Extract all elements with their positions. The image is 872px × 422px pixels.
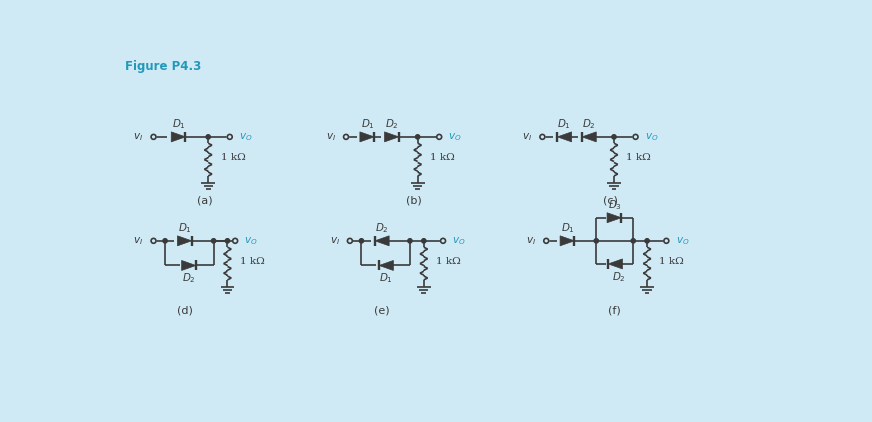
Circle shape bbox=[422, 239, 426, 243]
Circle shape bbox=[211, 239, 215, 243]
Polygon shape bbox=[385, 132, 399, 142]
Polygon shape bbox=[360, 132, 374, 142]
Circle shape bbox=[664, 238, 669, 243]
Circle shape bbox=[233, 238, 237, 243]
Text: $v_I$: $v_I$ bbox=[526, 235, 536, 247]
Text: $D_3$: $D_3$ bbox=[608, 198, 622, 211]
Text: $D_2$: $D_2$ bbox=[182, 272, 196, 285]
Text: $v_I$: $v_I$ bbox=[133, 131, 144, 143]
Text: $v_O$: $v_O$ bbox=[676, 235, 689, 247]
Text: (d): (d) bbox=[177, 305, 193, 315]
Text: $v_I$: $v_I$ bbox=[133, 235, 144, 247]
Text: $D_2$: $D_2$ bbox=[385, 117, 399, 131]
Text: $D_1$: $D_1$ bbox=[178, 221, 192, 235]
Text: 1 kΩ: 1 kΩ bbox=[240, 257, 264, 266]
Text: 1 kΩ: 1 kΩ bbox=[659, 257, 685, 266]
Text: $v_O$: $v_O$ bbox=[453, 235, 466, 247]
Text: $D_2$: $D_2$ bbox=[611, 270, 625, 284]
Circle shape bbox=[437, 135, 441, 139]
Circle shape bbox=[151, 238, 156, 243]
Text: (a): (a) bbox=[196, 195, 212, 205]
Text: (c): (c) bbox=[603, 195, 617, 205]
Text: $D_2$: $D_2$ bbox=[375, 221, 388, 235]
Polygon shape bbox=[582, 132, 596, 142]
Circle shape bbox=[540, 135, 545, 139]
Text: 1 kΩ: 1 kΩ bbox=[436, 257, 461, 266]
Circle shape bbox=[544, 238, 548, 243]
Text: 1 kΩ: 1 kΩ bbox=[221, 153, 245, 162]
Circle shape bbox=[206, 135, 210, 139]
Polygon shape bbox=[560, 236, 575, 246]
Polygon shape bbox=[607, 213, 622, 223]
Circle shape bbox=[359, 239, 364, 243]
Circle shape bbox=[225, 239, 229, 243]
Text: $v_O$: $v_O$ bbox=[448, 131, 462, 143]
Polygon shape bbox=[608, 259, 623, 269]
Text: (e): (e) bbox=[373, 305, 389, 315]
Circle shape bbox=[631, 239, 636, 243]
Text: $v_O$: $v_O$ bbox=[244, 235, 258, 247]
Text: $D_1$: $D_1$ bbox=[378, 272, 392, 285]
Polygon shape bbox=[375, 236, 389, 246]
Circle shape bbox=[163, 239, 167, 243]
Text: $v_I$: $v_I$ bbox=[522, 131, 533, 143]
Text: $D_1$: $D_1$ bbox=[361, 117, 375, 131]
Circle shape bbox=[151, 135, 156, 139]
Polygon shape bbox=[557, 132, 572, 142]
Text: (b): (b) bbox=[405, 195, 422, 205]
Circle shape bbox=[415, 135, 419, 139]
Circle shape bbox=[633, 135, 638, 139]
Circle shape bbox=[408, 239, 412, 243]
Text: $D_1$: $D_1$ bbox=[557, 117, 571, 131]
Circle shape bbox=[344, 135, 349, 139]
Circle shape bbox=[347, 238, 352, 243]
Text: 1 kΩ: 1 kΩ bbox=[430, 153, 454, 162]
Text: $D_1$: $D_1$ bbox=[561, 221, 575, 235]
Text: $v_I$: $v_I$ bbox=[326, 131, 336, 143]
Text: Figure P4.3: Figure P4.3 bbox=[125, 60, 201, 73]
Polygon shape bbox=[171, 132, 186, 142]
Text: 1 kΩ: 1 kΩ bbox=[626, 153, 651, 162]
Polygon shape bbox=[177, 236, 192, 246]
Polygon shape bbox=[379, 260, 393, 271]
Circle shape bbox=[612, 135, 617, 139]
Polygon shape bbox=[181, 260, 196, 271]
Text: $v_O$: $v_O$ bbox=[239, 131, 253, 143]
Circle shape bbox=[645, 239, 650, 243]
Text: $v_O$: $v_O$ bbox=[644, 131, 658, 143]
Text: $v_I$: $v_I$ bbox=[330, 235, 340, 247]
Circle shape bbox=[440, 238, 446, 243]
Circle shape bbox=[594, 239, 598, 243]
Text: $D_1$: $D_1$ bbox=[172, 117, 186, 131]
Text: $D_2$: $D_2$ bbox=[582, 117, 596, 131]
Text: (f): (f) bbox=[609, 305, 621, 315]
Circle shape bbox=[228, 135, 232, 139]
